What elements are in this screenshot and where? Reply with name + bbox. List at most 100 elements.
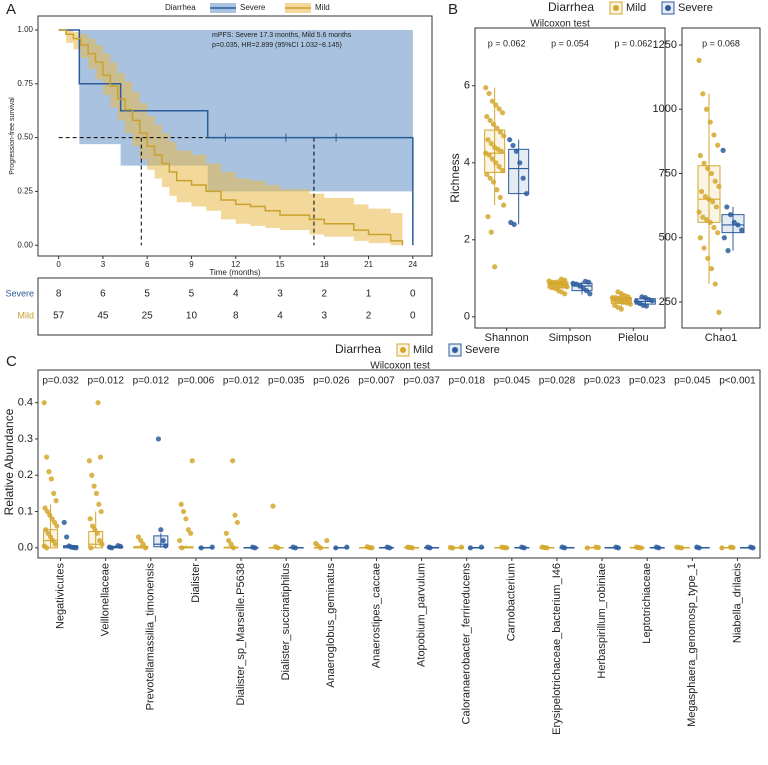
point xyxy=(188,530,194,536)
x-tick-label: Herbaspirillum_robiniae xyxy=(596,563,608,679)
point xyxy=(486,90,492,97)
point xyxy=(697,152,703,159)
x-axis-title: Time (months) xyxy=(209,268,261,277)
point xyxy=(712,178,718,184)
x-tick-label: 18 xyxy=(320,260,329,269)
p-value: p=0.032 xyxy=(42,376,79,387)
x-tick-label: Anaerostipes_caccae xyxy=(370,563,382,668)
point xyxy=(485,214,491,220)
point xyxy=(499,167,506,174)
point xyxy=(496,106,502,112)
point xyxy=(98,508,104,515)
point xyxy=(61,519,67,526)
point xyxy=(88,545,94,551)
point xyxy=(513,148,520,154)
point xyxy=(94,530,100,536)
confidence-band xyxy=(58,29,403,246)
point xyxy=(427,545,433,551)
point xyxy=(494,187,500,193)
point xyxy=(493,102,499,108)
subtitle: Wilcoxon test xyxy=(530,19,590,30)
point xyxy=(703,106,710,112)
point xyxy=(510,142,516,149)
y-tick-label: 1.00 xyxy=(17,25,33,34)
point xyxy=(724,204,730,210)
y-axis-title: Richness xyxy=(448,153,462,202)
point xyxy=(698,188,705,195)
point xyxy=(707,119,713,125)
x-tick-label: 15 xyxy=(276,260,285,269)
point xyxy=(716,309,722,315)
point xyxy=(230,545,237,551)
point xyxy=(730,544,736,551)
x-tick-label: Anaeroglobus_geminatus xyxy=(325,563,337,688)
x-tick-label: 0 xyxy=(56,260,61,269)
point xyxy=(501,202,507,208)
legend-key-dot xyxy=(665,5,671,11)
point xyxy=(178,501,184,507)
point xyxy=(478,544,485,550)
point xyxy=(223,530,229,536)
point xyxy=(497,194,503,201)
point xyxy=(517,160,523,166)
point xyxy=(179,545,185,551)
p-value: p<0.001 xyxy=(719,376,756,387)
point xyxy=(89,472,95,478)
point xyxy=(493,160,499,166)
point xyxy=(706,196,712,202)
x-tick-label: Caloranaerobacter_ferrireducens xyxy=(461,563,473,725)
p-value: p=0.045 xyxy=(494,376,531,387)
plot-border xyxy=(681,27,761,329)
point xyxy=(48,476,54,482)
point xyxy=(713,204,720,210)
point xyxy=(710,199,716,205)
point xyxy=(484,171,490,177)
point xyxy=(52,541,58,547)
point xyxy=(712,281,718,287)
x-tick-label: Carnobacterium xyxy=(506,563,518,641)
point xyxy=(702,194,708,200)
legend-key-dot xyxy=(613,5,619,11)
point xyxy=(198,545,204,551)
legend-label: Mild xyxy=(315,3,330,12)
p-value: p=0.006 xyxy=(178,376,215,387)
point xyxy=(467,545,473,551)
point xyxy=(503,545,510,551)
x-tick-label: Leptotrichiaceae xyxy=(641,563,653,644)
survival-curve xyxy=(58,29,414,246)
point xyxy=(162,543,169,549)
risk-count: 1 xyxy=(366,289,372,300)
point xyxy=(584,545,590,551)
point xyxy=(627,301,633,307)
point xyxy=(490,121,497,127)
y-axis-title: Relative Abundance xyxy=(2,408,16,515)
point xyxy=(720,147,726,153)
x-tick-label: Atopobium_parvulum xyxy=(415,563,427,667)
point xyxy=(618,306,624,312)
point xyxy=(54,523,60,529)
annotation: p=0.035, HR=2.899 (95%CI 1.032−8.145) xyxy=(212,42,342,49)
point xyxy=(705,165,711,171)
risk-count: 2 xyxy=(321,289,327,300)
point xyxy=(707,219,713,225)
point xyxy=(638,545,644,551)
point xyxy=(649,298,655,304)
point xyxy=(497,129,503,135)
point xyxy=(716,183,722,189)
point xyxy=(87,516,93,522)
y-tick-label: 0.50 xyxy=(17,133,33,142)
point xyxy=(719,545,725,551)
point xyxy=(544,545,550,551)
point xyxy=(507,137,513,143)
point xyxy=(252,545,258,551)
x-tick-label: Chao1 xyxy=(705,332,737,344)
point xyxy=(587,291,593,297)
point xyxy=(561,545,568,551)
x-tick-label: Pielou xyxy=(618,332,649,344)
legend-label: Severe xyxy=(240,3,266,12)
point xyxy=(595,544,601,551)
point xyxy=(715,230,721,236)
x-tick-label: Megasphaera_genomosp_type_1 xyxy=(686,563,698,727)
risk-table-border xyxy=(37,277,433,336)
point xyxy=(739,227,745,233)
